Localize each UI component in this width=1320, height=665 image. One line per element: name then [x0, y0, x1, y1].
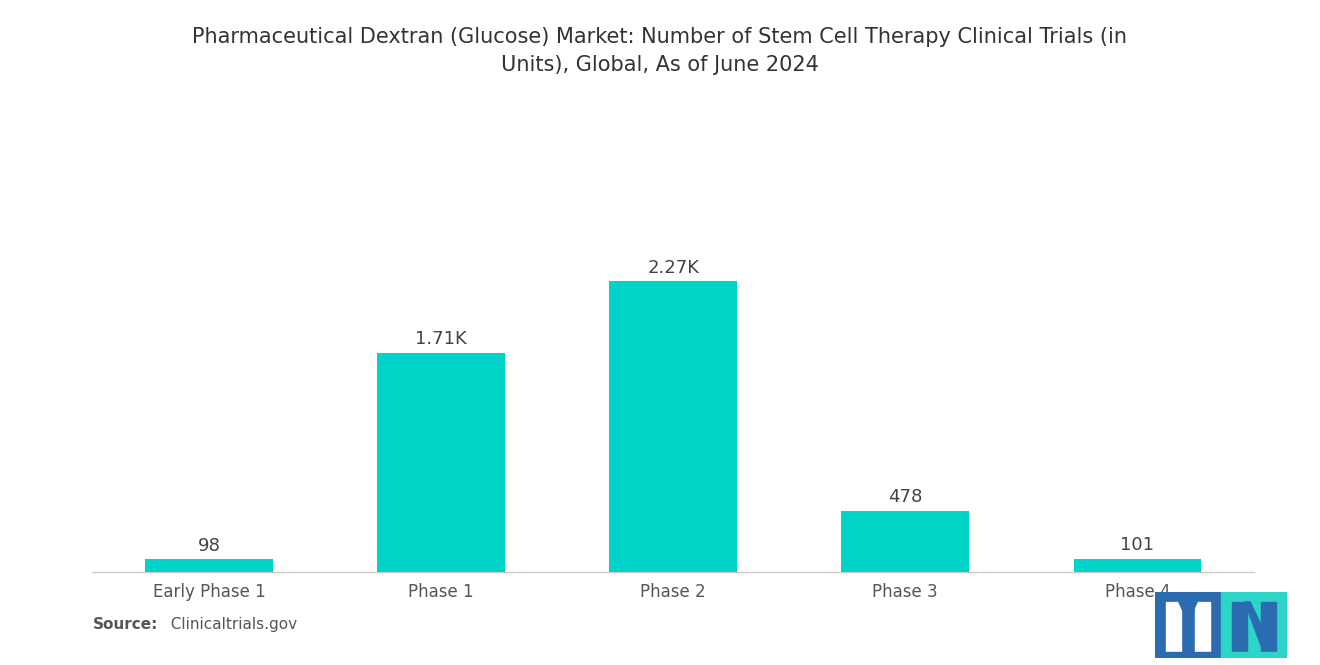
Polygon shape [1166, 602, 1181, 652]
Text: Source:: Source: [92, 616, 158, 632]
Bar [1073, 559, 1201, 572]
Polygon shape [1179, 602, 1197, 622]
Polygon shape [1155, 592, 1221, 600]
Text: 101: 101 [1121, 537, 1155, 555]
Polygon shape [1155, 592, 1221, 658]
Bar [841, 511, 969, 572]
Polygon shape [1195, 602, 1210, 652]
Bar [378, 353, 506, 572]
Polygon shape [1155, 652, 1221, 658]
Polygon shape [1232, 602, 1247, 652]
Text: 98: 98 [198, 537, 220, 555]
Text: 1.71K: 1.71K [416, 331, 467, 348]
Polygon shape [1261, 602, 1276, 652]
Text: Clinicaltrials.gov: Clinicaltrials.gov [161, 616, 297, 632]
Text: 478: 478 [888, 488, 923, 506]
Polygon shape [1245, 602, 1274, 652]
Polygon shape [1221, 592, 1287, 658]
Polygon shape [1221, 592, 1287, 600]
Text: Pharmaceutical Dextran (Glucose) Market: Number of Stem Cell Therapy Clinical Tr: Pharmaceutical Dextran (Glucose) Market:… [193, 27, 1127, 74]
Bar [145, 559, 273, 572]
Text: 2.27K: 2.27K [647, 259, 700, 277]
Bar [610, 281, 737, 572]
Polygon shape [1221, 652, 1287, 658]
